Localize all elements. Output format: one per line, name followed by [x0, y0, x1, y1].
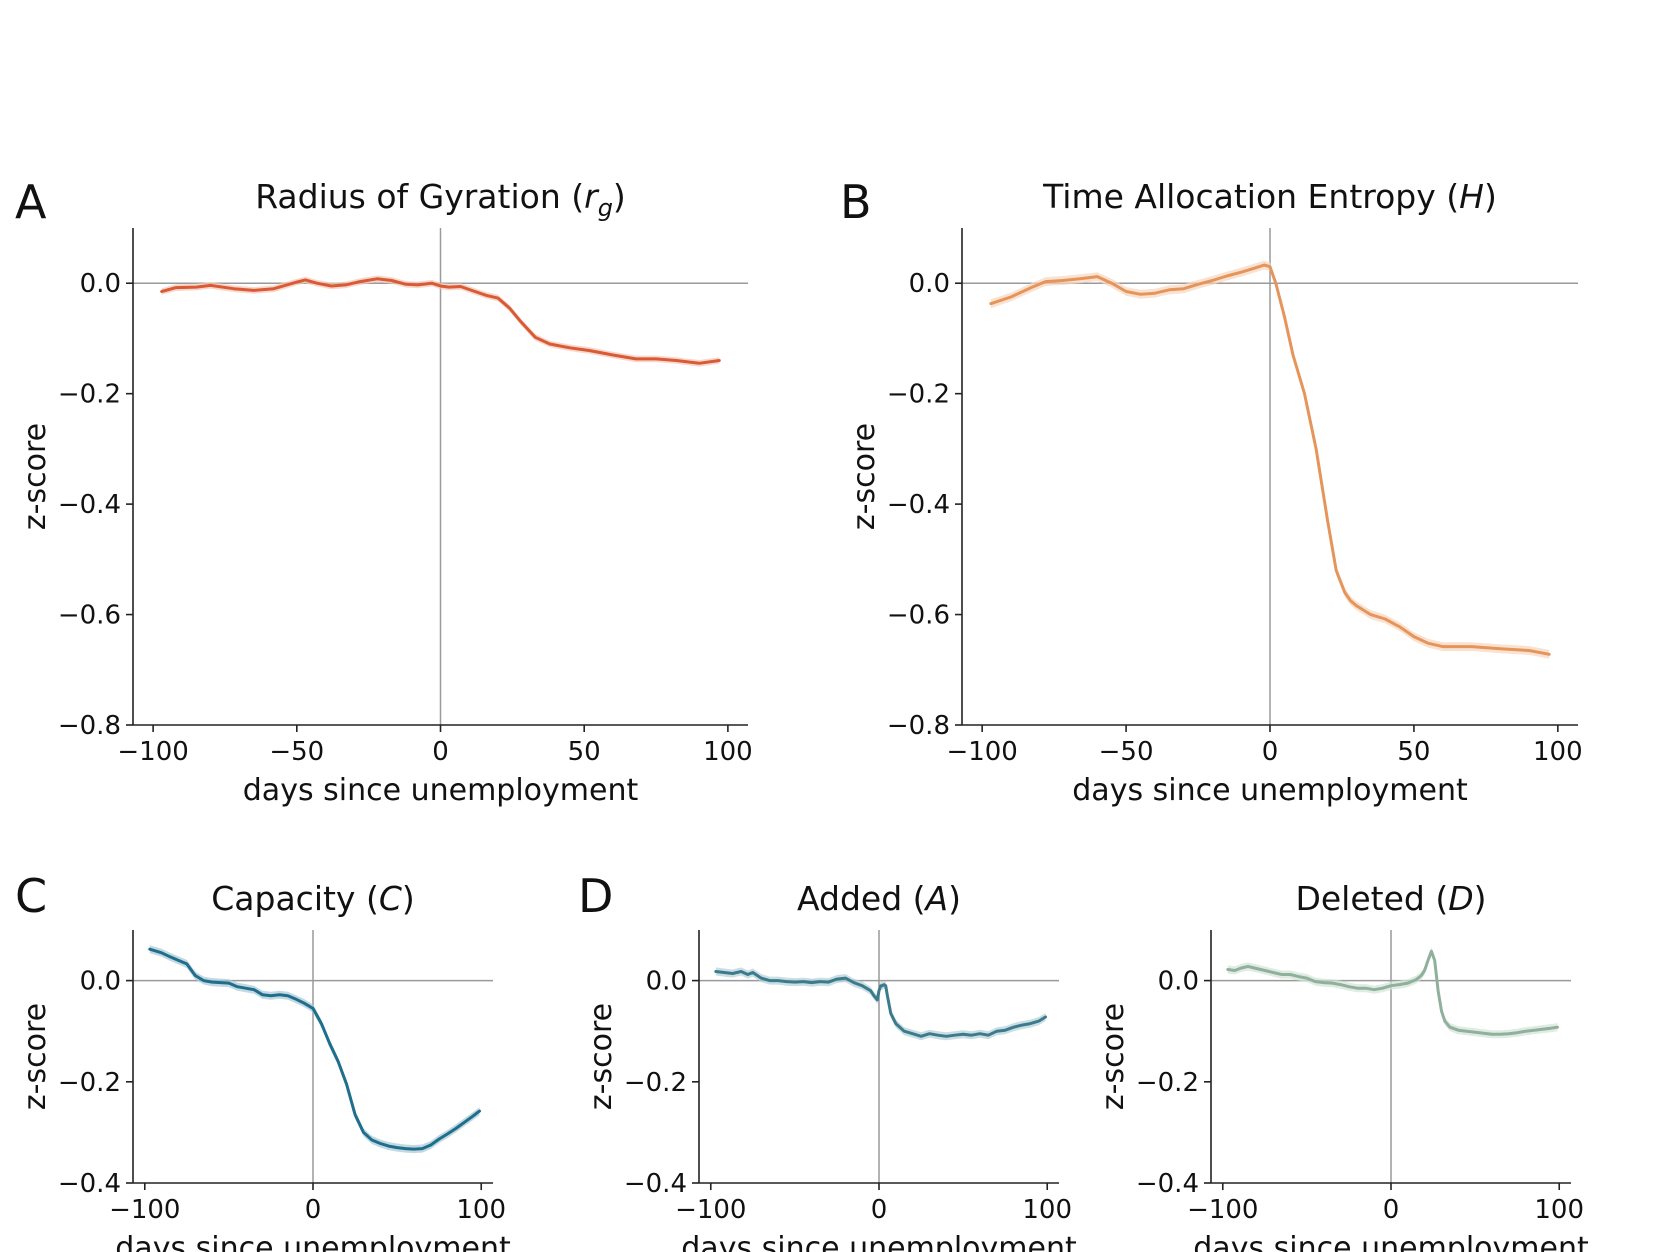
chart-3-ytick-label: −0.2: [58, 1068, 121, 1098]
chart-3-ytick-label: 0.0: [80, 967, 121, 997]
chart-2-xtick-label: −50: [1099, 737, 1154, 767]
chart-2-title-text: Time Allocation Entropy (: [1042, 177, 1459, 216]
chart-2-xtick-label: 100: [1533, 737, 1583, 767]
chart-5-series-line: [1226, 949, 1559, 1036]
chart-4-ytick-label: 0.0: [646, 967, 687, 997]
chart-2-xtick-label: 50: [1397, 737, 1430, 767]
chart-2-ytick-label: −0.6: [887, 601, 950, 631]
chart-2-title-close: ): [1484, 177, 1497, 216]
chart-3-ylabel: z-score: [18, 1003, 53, 1110]
chart-1-title: Radius of Gyration (rg): [255, 177, 626, 222]
chart-1-title-close: ): [613, 177, 626, 216]
chart-4-xtick-label: −100: [675, 1195, 746, 1225]
chart-1-title-sub: g: [598, 194, 613, 222]
chart-1-title-var: r: [584, 177, 600, 216]
chart-4-xtick-label: 100: [1022, 1195, 1072, 1225]
chart-3-xtick-label: −100: [109, 1195, 180, 1225]
chart-5-xtick-label: −100: [1187, 1195, 1258, 1225]
chart-5-title: Deleted (D): [1295, 879, 1486, 918]
chart-3-ytick-label: −0.4: [58, 1169, 121, 1199]
chart-5-title-close: ): [1474, 879, 1487, 918]
chart-1-xlabel: days since unemployment: [243, 773, 639, 808]
chart-1-xtick-label: 0: [432, 737, 449, 767]
chart-4-ci-band: [715, 967, 1046, 1041]
chart-4-xtick-label: 0: [871, 1195, 888, 1225]
chart-1-ytick-label: −0.6: [58, 601, 121, 631]
chart-1-xtick-label: 100: [703, 737, 753, 767]
chart-3-xtick-label: 100: [456, 1195, 506, 1225]
chart-4-series-line: [714, 970, 1047, 1038]
chart-4-ytick-label: −0.2: [624, 1068, 687, 1098]
chart-2-title-var: H: [1459, 177, 1484, 216]
chart-1-ytick-label: −0.2: [58, 380, 121, 410]
chart-2-ytick-label: 0.0: [909, 269, 950, 299]
panel-letter-c: C: [15, 869, 47, 923]
chart-1-ylabel: z-score: [18, 423, 53, 530]
chart-2-ytick-label: −0.2: [887, 380, 950, 410]
chart-2: Time Allocation Entropy (H) 0.0 −0.2 −0.4 −0…: [847, 177, 1583, 808]
chart-2-title: Time Allocation Entropy (H): [1042, 177, 1497, 216]
panel-letter-d: D: [578, 869, 613, 923]
panel-letter-a: A: [15, 175, 47, 229]
chart-3-series-line: [148, 947, 481, 1151]
chart-2-xlabel: days since unemployment: [1072, 773, 1468, 808]
chart-5-ylabel: z-score: [1096, 1003, 1131, 1110]
chart-2-ytick-label: −0.4: [887, 490, 950, 520]
chart-3-title-var: C: [379, 879, 402, 918]
chart-4-xlabel: days since unemployment: [681, 1231, 1077, 1252]
chart-5-title-var: D: [1448, 879, 1473, 918]
chart-1-xtick-label: −50: [269, 737, 324, 767]
chart-1-ytick-label: 0.0: [80, 269, 121, 299]
chart-4-title-text: Added (: [797, 879, 926, 918]
chart-3-ci-band: [149, 945, 480, 1154]
chart-2-series-line: [989, 263, 1551, 656]
chart-5-xtick-label: 100: [1534, 1195, 1584, 1225]
chart-1-title-text: Radius of Gyration (: [255, 177, 584, 216]
chart-3-title: Capacity (C): [211, 879, 415, 918]
chart-4-ytick-label: −0.4: [624, 1169, 687, 1199]
chart-2-ytick-label: −0.8: [887, 711, 950, 741]
chart-1-ytick-label: −0.8: [58, 711, 121, 741]
chart-1-ci-band: [161, 275, 720, 367]
chart-2-ylabel: z-score: [847, 423, 882, 530]
chart-1-series-line: [160, 277, 721, 365]
chart-5-ci-band: [1227, 947, 1558, 1039]
chart-1-ytick-label: −0.4: [58, 490, 121, 520]
chart-3-title-text: Capacity (: [211, 879, 379, 918]
chart-4-title-var: A: [924, 879, 949, 918]
panel-letter-b: B: [840, 175, 872, 229]
chart-2-xtick-label: 0: [1262, 737, 1279, 767]
chart-1-xtick-label: 50: [568, 737, 601, 767]
chart-1: Radius of Gyration (rg) 0.0 −0.2 −0.4 −0.6 −0…: [18, 177, 753, 808]
chart-3-title-close: ): [402, 879, 415, 918]
chart-5: Deleted (D) 0.0 −0.2 −0.4−100 0 100 days since…: [1096, 879, 1589, 1252]
chart-5-title-text: Deleted (: [1295, 879, 1448, 918]
chart-3: Capacity (C) 0.0 −0.2 −0.4−100 0 100 days sinc…: [18, 879, 511, 1252]
chart-1-xtick-label: −100: [117, 737, 188, 767]
chart-4-title: Added (A): [797, 879, 961, 918]
chart-3-xtick-label: 0: [305, 1195, 322, 1225]
chart-4: Added (A) 0.0 −0.2 −0.4−100 0 100 days since u…: [584, 879, 1077, 1252]
chart-5-ytick-label: −0.2: [1136, 1068, 1199, 1098]
chart-4-title-close: ): [948, 879, 961, 918]
chart-4-ylabel: z-score: [584, 1003, 619, 1110]
chart-5-ytick-label: 0.0: [1158, 967, 1199, 997]
chart-2-xtick-label: −100: [946, 737, 1017, 767]
charts: Radius of Gyration (rg) 0.0 −0.2 −0.4 −0.6 −0…: [18, 177, 1589, 1252]
chart-5-xlabel: days since unemployment: [1193, 1231, 1589, 1252]
chart-5-ytick-label: −0.4: [1136, 1169, 1199, 1199]
chart-3-xlabel: days since unemployment: [115, 1231, 511, 1252]
chart-5-xtick-label: 0: [1383, 1195, 1400, 1225]
